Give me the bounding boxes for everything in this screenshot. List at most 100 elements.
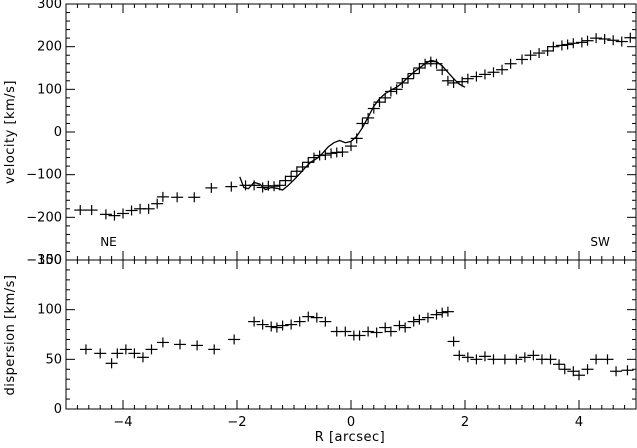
data-point [413, 314, 426, 325]
data-point [379, 322, 392, 333]
data-point [285, 171, 298, 182]
ytick-label: 0 [54, 402, 62, 417]
dispersion-ylabel: dispersion [km/s] [3, 275, 18, 396]
data-point [99, 209, 112, 220]
ytick-label: 50 [45, 352, 62, 367]
data-point [470, 71, 483, 82]
annotation-ne: NE [100, 235, 117, 249]
data-point [615, 36, 628, 47]
data-point [248, 316, 261, 327]
data-point [350, 133, 363, 144]
data-point [558, 364, 571, 375]
xtick-label: 4 [575, 415, 583, 430]
data-point [407, 68, 420, 79]
data-point [256, 319, 269, 330]
data-point [504, 58, 517, 69]
data-point [293, 316, 306, 327]
xtick-label: −4 [113, 415, 132, 430]
data-point [276, 320, 289, 331]
data-point [518, 352, 531, 363]
data-point [111, 348, 124, 359]
xtick-label: 2 [461, 415, 469, 430]
data-point [541, 45, 554, 56]
data-point [601, 354, 614, 365]
dispersion-panel-frame [65, 259, 637, 410]
data-point [470, 354, 483, 365]
data-point [339, 326, 352, 337]
data-point [436, 307, 449, 318]
velocity-model-line [239, 59, 466, 191]
data-point [461, 73, 474, 84]
data-point [171, 192, 184, 203]
data-point [265, 321, 278, 332]
data-point [581, 35, 594, 46]
data-point [310, 312, 323, 323]
data-point [151, 198, 164, 209]
ytick-label: −300 [26, 253, 62, 268]
data-point [85, 205, 98, 216]
data-point [174, 339, 186, 350]
data-point [325, 148, 338, 159]
data-point [498, 354, 511, 365]
data-point [79, 344, 92, 355]
data-point [74, 205, 87, 216]
data-point [575, 37, 588, 48]
data-point [407, 316, 420, 327]
data-point [624, 32, 637, 43]
data-point [447, 336, 460, 347]
data-point [353, 330, 366, 341]
data-point [188, 192, 201, 203]
data-point [225, 181, 238, 192]
data-point [621, 365, 634, 376]
data-point [156, 337, 169, 348]
data-point [544, 354, 557, 365]
data-point [268, 181, 281, 192]
dispersion-data-points [79, 306, 634, 381]
data-point [567, 38, 580, 49]
data-point [524, 50, 537, 61]
ytick-label: 200 [37, 40, 62, 55]
ytick-label: 150 [37, 253, 62, 268]
data-point [561, 39, 574, 50]
data-point [117, 208, 129, 219]
data-point [142, 203, 155, 214]
xtick-label: 0 [347, 415, 355, 430]
data-point [547, 41, 560, 52]
ytick-label: 100 [37, 82, 62, 97]
data-point [208, 344, 221, 355]
data-point [302, 311, 315, 322]
data-point [430, 309, 443, 320]
ytick-label: −100 [26, 168, 62, 183]
data-point [441, 306, 454, 317]
data-point [478, 69, 491, 80]
data-point [487, 354, 500, 365]
ytick-label: 300 [37, 0, 62, 12]
data-point [336, 147, 349, 158]
data-point [384, 326, 397, 337]
xtick-labels: −4 −2 0 2 4 [113, 415, 583, 430]
data-point [555, 40, 568, 51]
data-point [156, 191, 169, 202]
velocity-ticks [65, 3, 637, 261]
data-point [290, 166, 303, 177]
data-point [108, 210, 121, 221]
data-point [128, 348, 141, 359]
data-point [567, 366, 580, 377]
data-point [205, 182, 218, 193]
annotation-sw: SW [590, 235, 610, 249]
data-point [441, 75, 454, 86]
data-point [399, 322, 412, 333]
data-point [302, 157, 315, 168]
velocity-data-points [74, 32, 637, 221]
xlabel: R [arcsec] [315, 430, 385, 445]
data-point [345, 141, 357, 152]
data-point [527, 350, 540, 361]
data-point [125, 205, 138, 216]
data-point [496, 64, 509, 75]
data-point [607, 35, 620, 46]
data-point [285, 319, 298, 330]
data-point [362, 326, 375, 337]
velocity-ytick-labels: −300 −200 −100 0 100 200 300 [26, 0, 62, 268]
xtick-label: −2 [227, 415, 246, 430]
